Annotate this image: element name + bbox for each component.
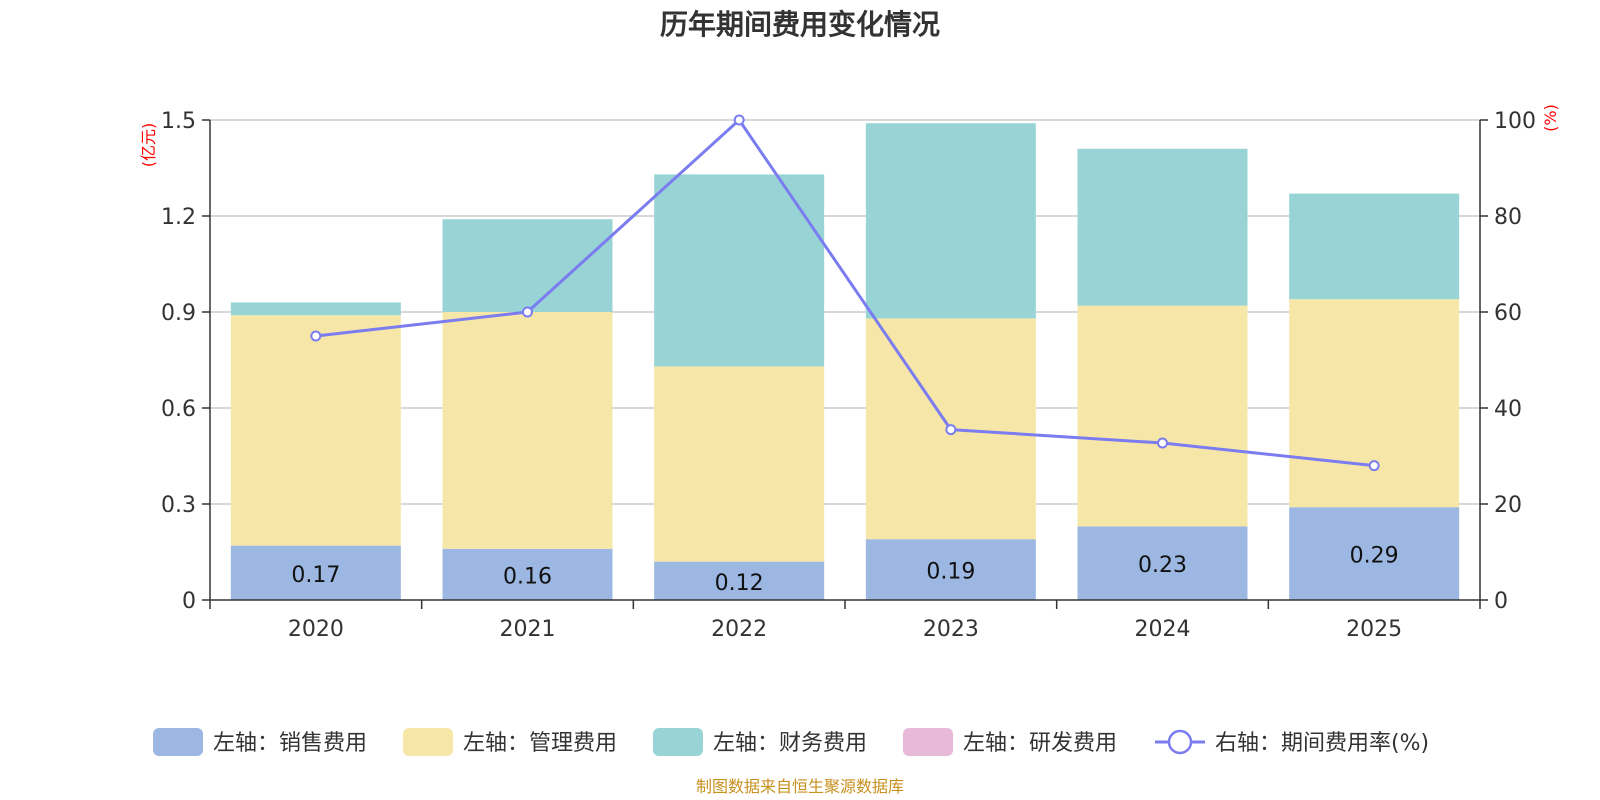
rate-point <box>522 306 533 318</box>
legend-item: 右轴：期间费用率(%) <box>1155 729 1429 756</box>
axes: 0 0.3 0.6 0.9 1.2 1.5 0 20 40 60 80 100 2020 2021 2022… <box>161 109 1536 642</box>
right-tick-label: 0 <box>1494 589 1508 614</box>
bar-segment <box>654 174 825 367</box>
bar-labels: 0.17 0.16 0.12 0.19 0.23 0.29 <box>291 544 1398 596</box>
legend-label: 左轴：财务费用 <box>713 731 867 756</box>
bar-data-label: 0.12 <box>715 571 764 596</box>
right-tick-label: 60 <box>1494 301 1522 326</box>
right-tick-label: 100 <box>1494 109 1536 134</box>
x-tick-label: 2024 <box>1135 617 1191 642</box>
x-tick-label: 2022 <box>711 617 767 642</box>
bar-data-label: 0.23 <box>1138 553 1187 578</box>
bar-segment <box>1289 507 1460 600</box>
bar-data-label: 0.19 <box>926 560 975 585</box>
legend-marker <box>1167 729 1193 755</box>
rate-point <box>1368 460 1380 472</box>
bar-segment <box>865 123 1036 319</box>
gridlines <box>210 119 1480 505</box>
legend: 左轴：销售费用 左轴：管理费用 左轴：财务费用 左轴：研发费用 右轴：期间费用率(%) <box>153 728 1429 756</box>
left-tick-label: 1.2 <box>161 205 196 230</box>
bar-segment <box>442 548 613 600</box>
legend-swatch <box>403 728 453 756</box>
x-tick-label: 2020 <box>288 617 344 642</box>
bar-segment <box>230 302 401 316</box>
rate-point <box>945 424 957 436</box>
bar-segment <box>654 366 825 562</box>
bar-segment <box>1077 305 1248 527</box>
rate-line <box>310 114 1380 472</box>
bar-segment <box>1289 193 1460 300</box>
bar-segment <box>1077 526 1248 600</box>
bar-data-label: 0.29 <box>1350 544 1399 569</box>
bar-segment <box>442 312 613 549</box>
bar-segment <box>442 219 613 312</box>
x-tick-label: 2025 <box>1346 617 1402 642</box>
x-tick-label: 2021 <box>500 617 556 642</box>
legend-label: 左轴：销售费用 <box>213 731 367 756</box>
left-tick-label: 1.5 <box>161 109 196 134</box>
bar-segment <box>865 539 1036 600</box>
legend-label: 左轴：研发费用 <box>963 731 1117 756</box>
legend-swatch <box>153 728 203 756</box>
rate-point <box>310 330 322 342</box>
right-tick-label: 20 <box>1494 493 1522 518</box>
legend-swatch <box>653 728 703 756</box>
left-tick-label: 0.3 <box>161 493 196 518</box>
bar-data-label: 0.16 <box>503 564 552 589</box>
source-note: 制图数据来自恒生聚源数据库 <box>696 777 904 796</box>
bar-segment <box>230 315 401 546</box>
right-tick-label: 80 <box>1494 205 1522 230</box>
left-tick-label: 0.6 <box>161 397 196 422</box>
right-axis-unit: (%) <box>1541 104 1560 132</box>
bar-data-label: 0.17 <box>291 563 340 588</box>
legend-item: 左轴：管理费用 <box>403 728 617 756</box>
bars <box>230 123 1460 600</box>
legend-item: 左轴：研发费用 <box>903 728 1117 756</box>
left-tick-label: 0 <box>182 589 196 614</box>
left-axis-unit: (亿元) <box>139 123 158 168</box>
legend-item: 左轴：销售费用 <box>153 728 367 756</box>
legend-label: 左轴：管理费用 <box>463 731 617 756</box>
x-tick-label: 2023 <box>923 617 979 642</box>
rate-point <box>1157 437 1168 449</box>
chart-title: 历年期间费用变化情况 <box>660 8 940 41</box>
legend-swatch <box>903 728 953 756</box>
legend-label: 右轴：期间费用率(%) <box>1215 731 1429 756</box>
legend-item: 左轴：财务费用 <box>653 728 867 756</box>
bar-segment <box>230 545 401 600</box>
rate-series-line <box>315 118 1375 468</box>
rate-point <box>733 114 745 126</box>
bar-segment <box>654 561 825 600</box>
bar-segment <box>1289 299 1460 508</box>
left-tick-label: 0.9 <box>161 301 196 326</box>
bar-segment <box>1077 148 1248 306</box>
right-tick-label: 40 <box>1494 397 1522 422</box>
